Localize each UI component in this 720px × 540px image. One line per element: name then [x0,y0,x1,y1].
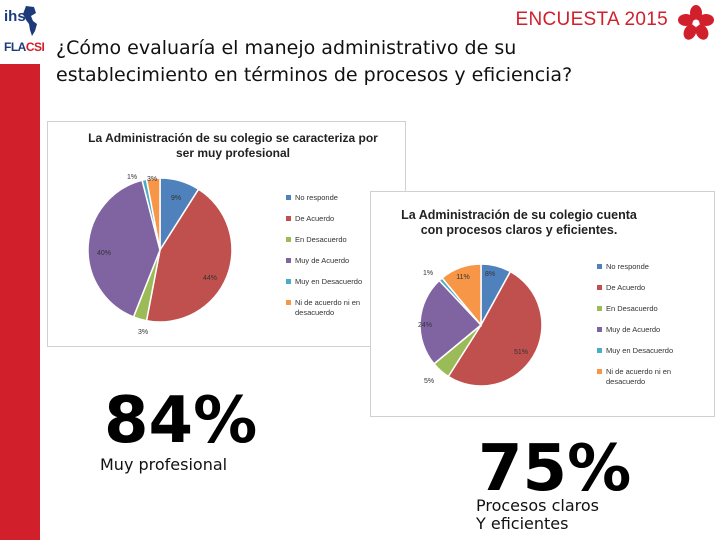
pie-slice-4 [419,279,483,365]
legend-label: desacuerdo [295,308,334,317]
americas-map-icon [23,6,37,36]
stat-caption-2-line-1: Procesos claros [476,496,599,515]
logo-ihs-text: ihs [4,8,26,25]
pie-data-label: 5% [424,378,434,385]
legend-label: No responde [606,262,649,271]
pie-slice-2 [447,270,543,387]
stat-caption-1: Muy profesional [100,455,228,474]
legend-label: En Desacuerdo [295,235,347,244]
legend-swatch [597,285,602,290]
pie-data-label: 8% [485,271,495,278]
legend-label: desacuerdo [606,377,645,386]
pie-data-label: 51% [514,349,528,356]
pie-data-label: 3% [147,176,157,183]
legend-swatch [286,195,291,200]
legend-swatch [286,279,291,284]
legend-label: Ni de acuerdo ni en [606,367,671,376]
pie-slice-6 [441,263,482,328]
legend-swatch [286,216,291,221]
question-text: ¿Cómo evaluaría el manejo administrativo… [56,35,656,89]
survey-title: ENCUESTA 2015 [515,9,668,30]
stat-percentage-1: 84% [104,384,258,458]
legend-swatch [286,300,291,305]
question-line-2: establecimiento en términos de procesos … [56,64,573,86]
legend-label: Ni de acuerdo ni en [295,298,360,307]
stat-caption-2: Procesos claros Y eficientes [476,497,599,533]
legend-label: Muy en Desacuerdo [606,346,673,355]
stat-caption-2-line-2: Y eficientes [476,514,569,533]
pie-data-label: 3% [138,329,148,336]
ihs-flacsi-logo: ihs FLACSI [2,2,45,60]
pie-data-label: 40% [97,250,111,257]
legend-swatch [597,306,602,311]
legend-label: De Acuerdo [606,283,645,292]
chart-title-line: ser muy profesional [176,146,290,160]
pie-data-label: 9% [171,195,181,202]
chart-title-line: La Administración de su colegio se carac… [88,131,378,145]
legend-label: No responde [295,193,338,202]
chart-title-line: La Administración de su colegio cuenta [401,208,638,222]
stat-percentage-2: 75% [478,432,632,506]
question-line-1: ¿Cómo evaluaría el manejo administrativo… [56,37,517,59]
flower-logo-icon [678,5,714,40]
pie-data-label: 44% [203,275,217,282]
legend-swatch [286,258,291,263]
legend-label: Muy en Desacuerdo [295,277,362,286]
pie-slice-6 [145,177,161,251]
legend-swatch [286,237,291,242]
legend-swatch [597,264,602,269]
chart-title-line: con procesos claros y eficientes. [421,223,618,237]
pie-data-label: 11% [456,274,470,281]
pie-data-label: 1% [127,174,137,181]
legend-label: En Desacuerdo [606,304,658,313]
logo-flacsi-text: FLACSI [4,40,45,54]
legend-label: De Acuerdo [295,214,334,223]
legend-label: Muy de Acuerdo [606,325,660,334]
pie-chart-profesional: La Administración de su colegio se carac… [47,121,406,347]
pie-data-label: 24% [418,322,432,329]
legend-swatch [597,327,602,332]
pie-chart-2-svg: La Administración de su colegio cuentaco… [401,208,673,387]
legend-swatch [597,369,602,374]
pie-data-label: 1% [423,270,433,277]
pie-chart-procesos: La Administración de su colegio cuenta co… [370,191,715,417]
pie-slice-2 [145,188,233,323]
left-accent-bar [0,64,40,540]
legend-swatch [597,348,602,353]
pie-chart-1-svg: La Administración de su colegio se carac… [87,131,378,336]
pie-slice-4 [87,179,161,318]
legend-label: Muy de Acuerdo [295,256,349,265]
